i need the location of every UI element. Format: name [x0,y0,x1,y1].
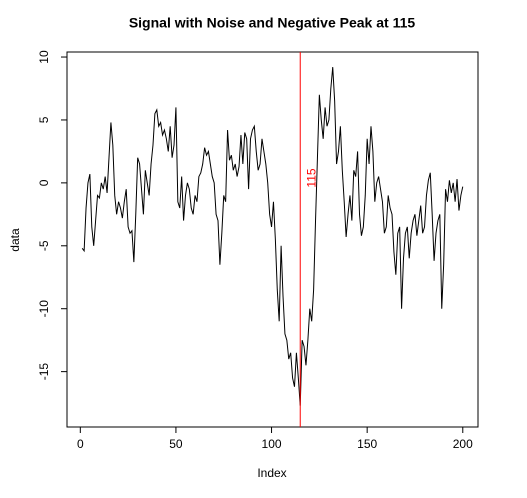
x-tick-label: 150 [357,437,377,451]
data-line [81,67,464,406]
x-tick-label: 200 [453,437,473,451]
y-axis-label: data [8,228,22,252]
chart-title: Signal with Noise and Negative Peak at 1… [129,15,416,31]
y-tick-label: -5 [37,240,51,251]
x-axis-label: Index [257,466,286,480]
x-tick-label: 100 [262,437,282,451]
y-tick-label: -15 [37,363,51,381]
y-tick-label: 5 [37,116,51,123]
y-tick-label: 10 [37,50,51,64]
x-tick-label: 0 [77,437,84,451]
peak-label: 115 [304,168,318,187]
y-tick-label: -10 [37,300,51,318]
x-tick-label: 50 [169,437,183,451]
y-tick-label: 0 [37,179,51,186]
